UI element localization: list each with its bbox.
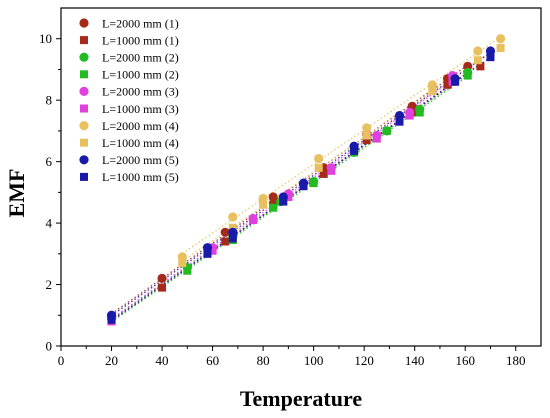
x-tick-label: 60: [206, 353, 219, 368]
data-point: [249, 216, 257, 225]
x-tick-label: 20: [105, 353, 118, 368]
data-point: [158, 283, 167, 292]
legend-label: L=1000 mm (2): [102, 68, 179, 82]
data-point: [496, 43, 505, 52]
data-point: [473, 46, 483, 56]
data-point: [309, 179, 318, 188]
data-point: [362, 123, 372, 133]
x-tick-label: 40: [156, 353, 169, 368]
y-tick-label: 0: [46, 339, 53, 354]
data-points-group: [106, 34, 506, 326]
data-point: [319, 169, 328, 178]
legend-marker: [79, 121, 89, 131]
data-point: [220, 227, 230, 237]
data-point: [473, 56, 482, 65]
legend-marker: [79, 52, 89, 62]
y-axis-title: EMF: [4, 169, 29, 218]
legend-label: L=2000 mm (1): [102, 16, 179, 30]
axes-group: 0 20 40 60 80 100 120 140 160 180 0 2 4 6 8 10: [39, 7, 542, 368]
data-point: [228, 234, 237, 243]
data-point: [495, 34, 506, 44]
legend-marker: [79, 155, 89, 165]
y-tick-label: 6: [46, 154, 53, 169]
legend-label: L=1000 mm (3): [102, 102, 179, 116]
legend-label: L=1000 mm (5): [102, 170, 179, 184]
x-tick-label: 180: [506, 353, 526, 368]
data-point: [268, 192, 278, 202]
data-point: [178, 259, 187, 268]
legend-label: L=1000 mm (4): [102, 136, 179, 150]
data-point: [451, 77, 460, 86]
data-point: [463, 71, 472, 80]
legend-label: L=1000 mm (1): [102, 33, 179, 47]
x-tick-label: 120: [354, 353, 374, 368]
data-point: [299, 182, 308, 191]
data-point: [428, 86, 437, 95]
data-point: [203, 249, 212, 258]
legend: L=2000 mm (1) L=1000 mm (1) L=2000 mm (2) L…: [79, 16, 179, 184]
data-point: [443, 80, 452, 89]
plot-frame: [60, 7, 542, 347]
x-tick-label: 0: [58, 353, 65, 368]
legend-label: L=2000 mm (5): [102, 153, 179, 167]
legend-marker: [80, 138, 88, 147]
x-tick-label: 80: [257, 353, 270, 368]
y-tick-label: 4: [46, 216, 53, 231]
fit-line-7: [181, 36, 501, 255]
data-point: [350, 146, 359, 155]
data-point: [362, 136, 371, 145]
data-point: [208, 246, 217, 255]
data-point: [228, 223, 237, 232]
data-point: [415, 108, 424, 117]
fit-line-9: [111, 51, 491, 317]
data-point: [279, 197, 288, 206]
data-point: [228, 212, 238, 222]
data-point: [157, 273, 167, 283]
legend-label: L=2000 mm (2): [102, 51, 179, 65]
legend-marker: [80, 172, 88, 181]
y-tick-label: 2: [46, 277, 53, 292]
legend-marker: [80, 70, 88, 79]
data-point: [476, 62, 485, 71]
legend-label: L=2000 mm (3): [102, 85, 179, 99]
legend-marker: [80, 104, 88, 113]
y-tick-label: 10: [39, 31, 52, 46]
data-point: [284, 192, 293, 201]
data-point: [405, 111, 414, 120]
data-point: [107, 315, 116, 324]
x-tick-label: 140: [405, 353, 425, 368]
data-point: [221, 237, 230, 246]
data-point: [183, 266, 192, 275]
data-point: [486, 53, 495, 62]
y-tick-label: 8: [46, 93, 53, 108]
x-tick-label: 160: [455, 353, 475, 368]
legend-marker: [80, 36, 88, 45]
data-point: [259, 200, 268, 209]
legend-marker: [79, 18, 89, 28]
data-point: [372, 134, 381, 143]
x-axis-title: Temperature: [240, 386, 362, 411]
data-point: [362, 131, 371, 140]
data-point: [269, 203, 278, 212]
legend-label: L=2000 mm (4): [102, 119, 179, 133]
data-point: [327, 166, 336, 175]
fit-line-10: [111, 56, 491, 322]
data-point: [314, 163, 323, 172]
x-tick-label: 100: [304, 353, 324, 368]
data-point: [314, 153, 324, 164]
data-point: [382, 126, 391, 135]
data-point: [395, 117, 404, 126]
legend-marker: [79, 86, 89, 96]
